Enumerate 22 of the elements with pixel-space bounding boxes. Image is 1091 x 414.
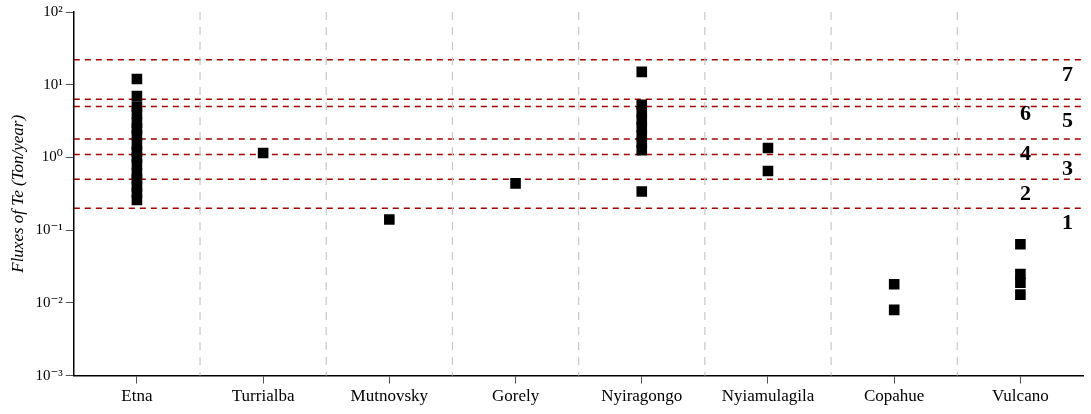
- x-tick-label: Etna: [121, 386, 153, 406]
- x-tick-label: Vulcano: [992, 386, 1049, 406]
- annotation: 4: [1020, 139, 1031, 165]
- x-tick-label: Turrialba: [231, 386, 295, 406]
- x-tick-label: Gorely: [491, 386, 540, 406]
- y-tick-label: 10⁻³: [35, 366, 64, 383]
- y-tick-label: 10²: [43, 2, 64, 19]
- y-tick-label: 10⁻¹: [35, 221, 63, 238]
- y-tick-label: 10⁻²: [35, 293, 64, 310]
- annotation: 1: [1062, 208, 1073, 234]
- annotation: 7: [1062, 60, 1073, 86]
- x-tick-label: Copahue: [863, 386, 925, 406]
- x-tick-label: Mutnovsky: [350, 386, 429, 406]
- x-tick-label: Nyiragongo: [601, 386, 683, 406]
- annotation: 6: [1020, 100, 1031, 125]
- annotation: 3: [1062, 155, 1073, 181]
- y-tick-label: 10⁰: [41, 148, 63, 165]
- x-tick-label: Nyiamulagila: [721, 386, 815, 406]
- annotation: 5: [1062, 107, 1073, 133]
- annotation: 2: [1020, 180, 1031, 206]
- y-axis-title: Fluxes of Te (Ton/year): [7, 114, 27, 274]
- y-tick-label: 10¹: [43, 75, 63, 92]
